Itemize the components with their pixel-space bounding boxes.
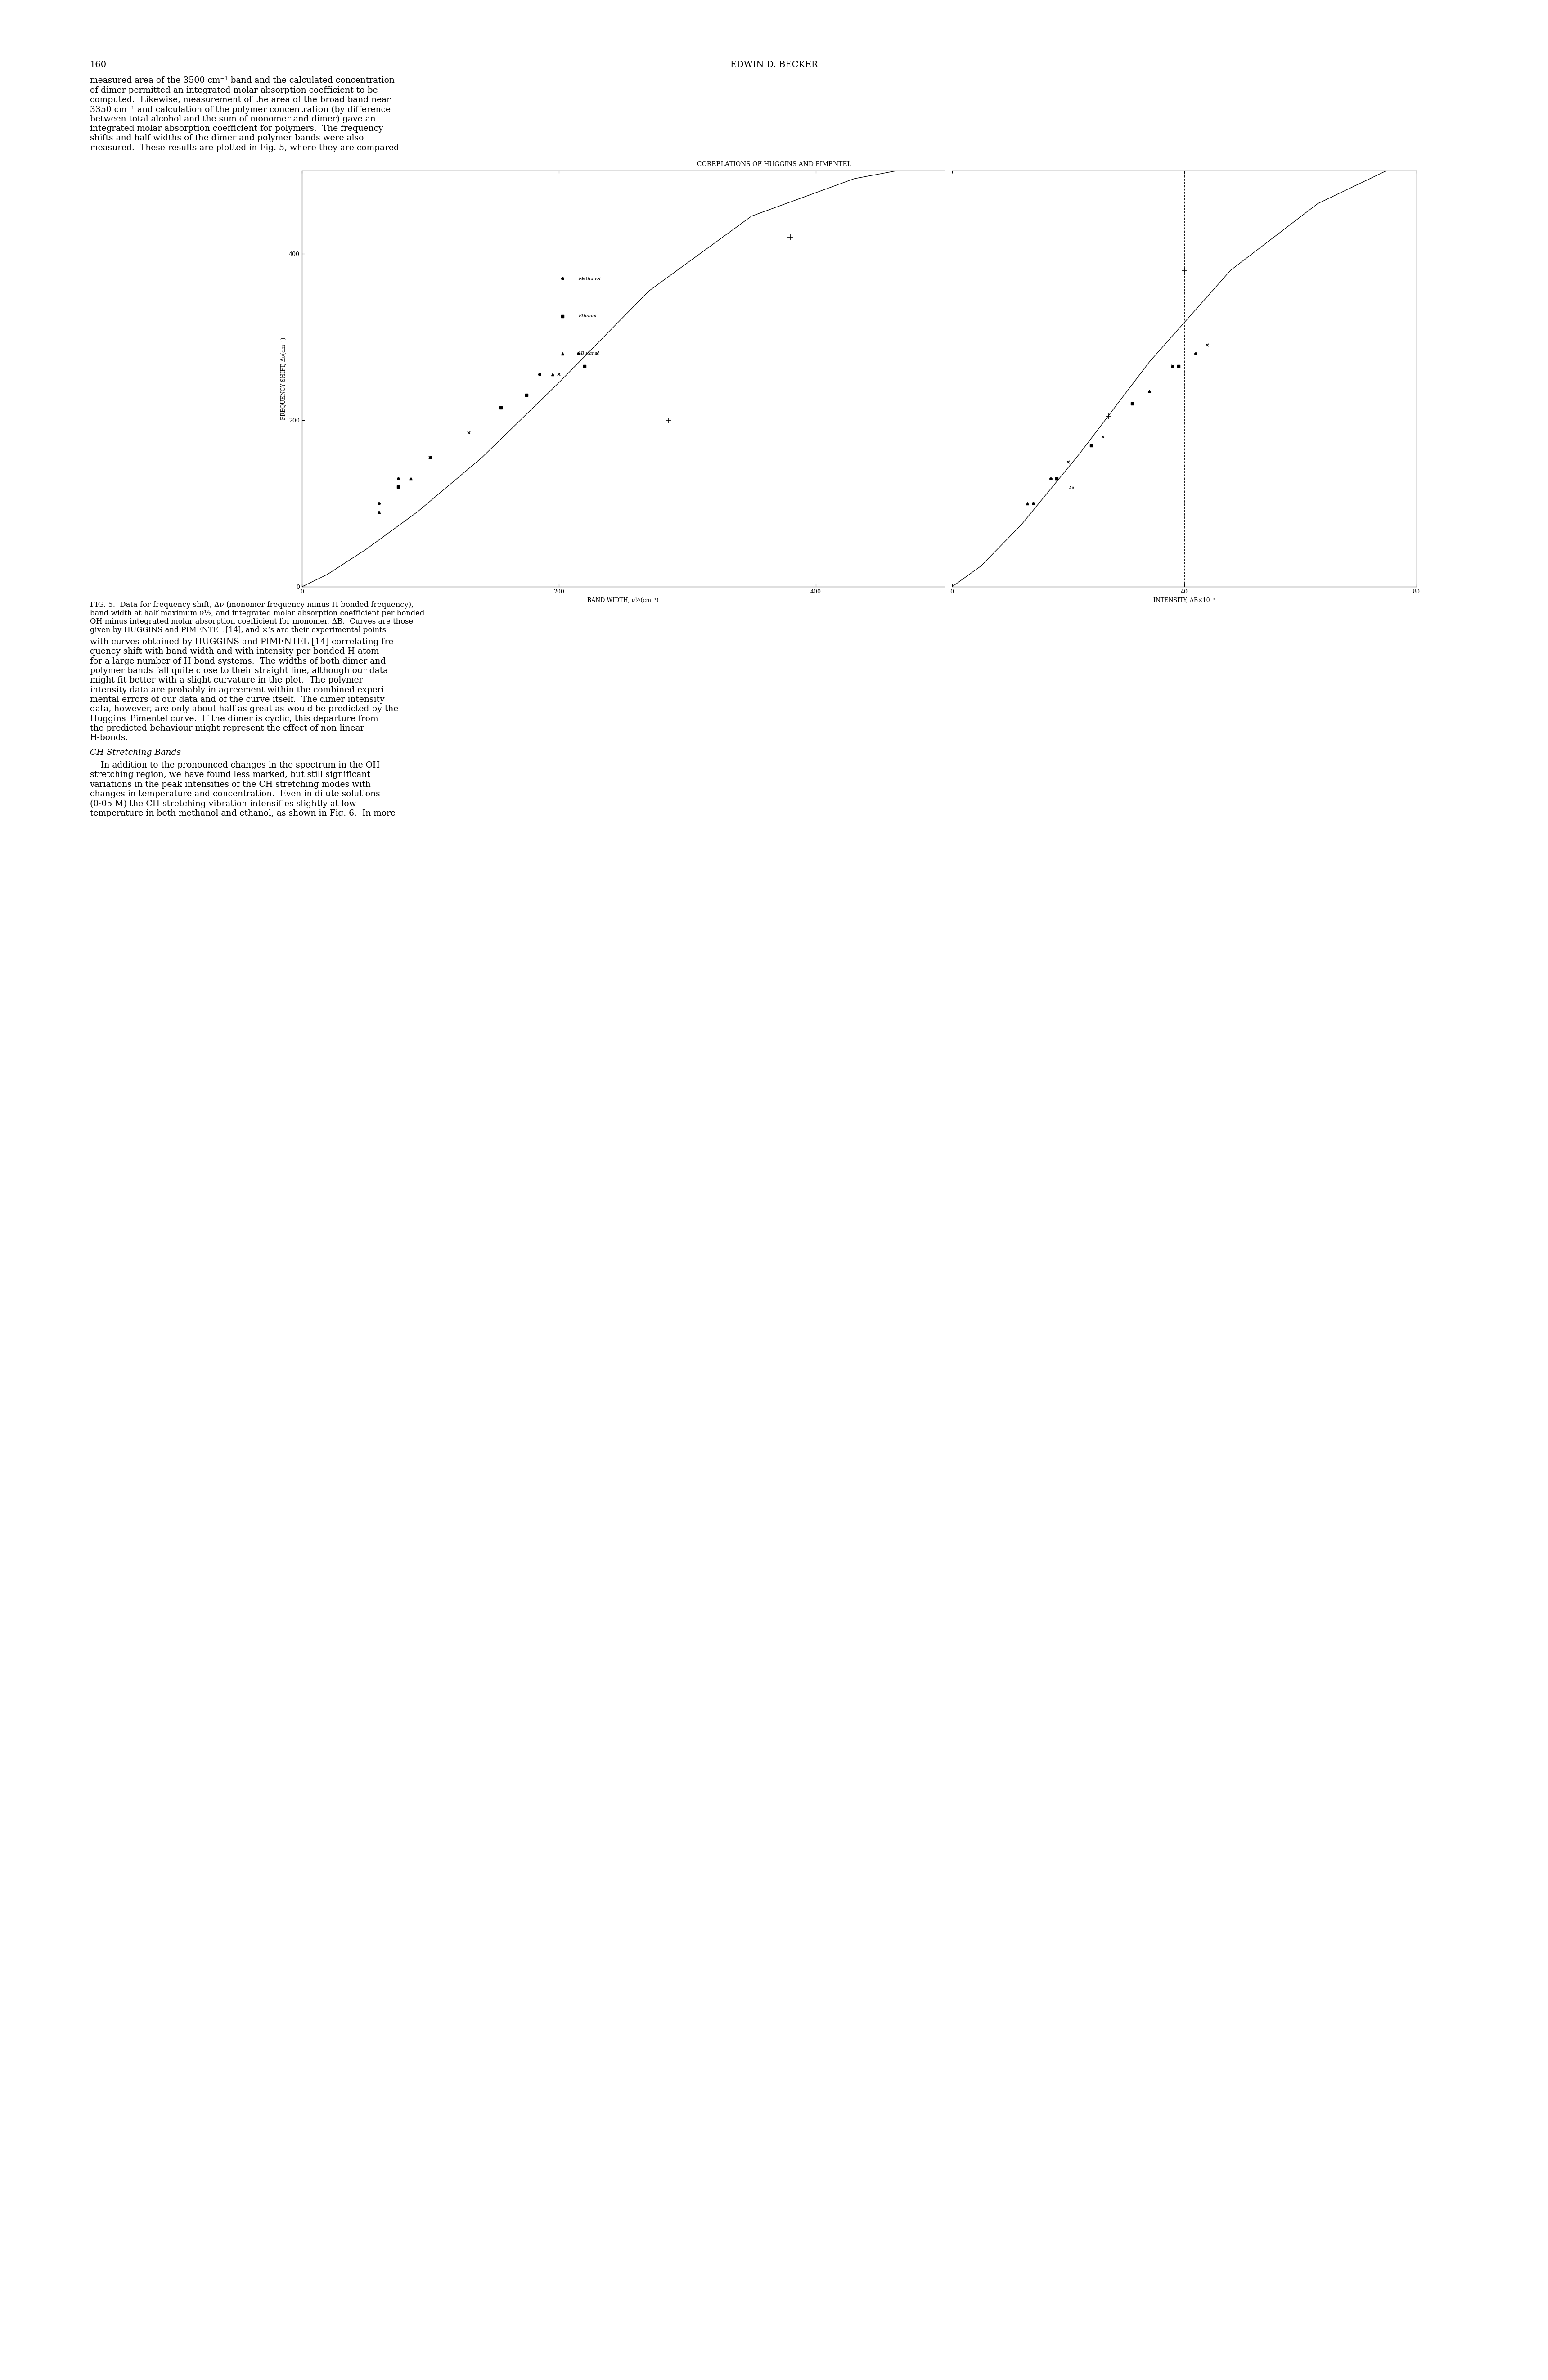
Text: 160: 160 bbox=[90, 60, 107, 69]
Text: Methanol: Methanol bbox=[577, 276, 601, 281]
Text: for a large number of H-bond systems.  The widths of both dimer and: for a large number of H-bond systems. Th… bbox=[90, 657, 385, 666]
Text: changes in temperature and concentration.  Even in dilute solutions: changes in temperature and concentration… bbox=[90, 790, 379, 797]
Text: 3350 cm⁻¹ and calculation of the polymer concentration (by difference: 3350 cm⁻¹ and calculation of the polymer… bbox=[90, 105, 390, 114]
Text: computed.  Likewise, measurement of the area of the broad band near: computed. Likewise, measurement of the a… bbox=[90, 95, 390, 105]
Text: Huggins–Pimentel curve.  If the dimer is cyclic, this departure from: Huggins–Pimentel curve. If the dimer is … bbox=[90, 714, 378, 724]
Text: polymer bands fall quite close to their straight line, although our data: polymer bands fall quite close to their … bbox=[90, 666, 389, 676]
Text: measured.  These results are plotted in Fig. 5, where they are compared: measured. These results are plotted in F… bbox=[90, 143, 399, 152]
X-axis label: INTENSITY, ΔB×10⁻³: INTENSITY, ΔB×10⁻³ bbox=[1153, 597, 1215, 602]
Text: band width at half maximum ν½, and integrated molar absorption coefficient per b: band width at half maximum ν½, and integ… bbox=[90, 609, 424, 616]
Text: In addition to the pronounced changes in the spectrum in the OH: In addition to the pronounced changes in… bbox=[90, 762, 379, 769]
Text: OH minus integrated molar absorption coefficient for monomer, ΔB.  Curves are th: OH minus integrated molar absorption coe… bbox=[90, 619, 413, 626]
Text: measured area of the 3500 cm⁻¹ band and the calculated concentration: measured area of the 3500 cm⁻¹ band and … bbox=[90, 76, 395, 86]
Text: might fit better with a slight curvature in the plot.  The polymer: might fit better with a slight curvature… bbox=[90, 676, 362, 685]
Text: the predicted behaviour might represent the effect of non-linear: the predicted behaviour might represent … bbox=[90, 724, 364, 733]
Text: CORRELATIONS OF HUGGINS AND PIMENTEL: CORRELATIONS OF HUGGINS AND PIMENTEL bbox=[697, 162, 851, 167]
Text: temperature in both methanol and ethanol, as shown in Fig. 6.  In more: temperature in both methanol and ethanol… bbox=[90, 809, 395, 816]
Text: data, however, are only about half as great as would be predicted by the: data, however, are only about half as gr… bbox=[90, 704, 398, 714]
Text: with curves obtained by HUGGINS and PIMENTEL [14] correlating fre-: with curves obtained by HUGGINS and PIME… bbox=[90, 638, 396, 645]
Text: integrated molar absorption coefficient for polymers.  The frequency: integrated molar absorption coefficient … bbox=[90, 124, 382, 133]
Text: EDWIN D. BECKER: EDWIN D. BECKER bbox=[731, 60, 817, 69]
Text: of dimer permitted an integrated molar absorption coefficient to be: of dimer permitted an integrated molar a… bbox=[90, 86, 378, 95]
Text: stretching region, we have found less marked, but still significant: stretching region, we have found less ma… bbox=[90, 771, 370, 778]
Text: CH Stretching Bands: CH Stretching Bands bbox=[90, 750, 181, 757]
Text: intensity data are probably in agreement within the combined experi-: intensity data are probably in agreement… bbox=[90, 685, 387, 695]
Text: given by HUGGINS and PIMENTEL [14], and ×’s are their experimental points: given by HUGGINS and PIMENTEL [14], and … bbox=[90, 626, 385, 633]
Text: H-bonds.: H-bonds. bbox=[90, 733, 128, 743]
Text: between total alcohol and the sum of monomer and dimer) gave an: between total alcohol and the sum of mon… bbox=[90, 114, 376, 124]
Text: FIG. 5.  Data for frequency shift, Δν (monomer frequency minus H-bonded frequenc: FIG. 5. Data for frequency shift, Δν (mo… bbox=[90, 602, 413, 609]
Text: shifts and half-widths of the dimer and polymer bands were also: shifts and half-widths of the dimer and … bbox=[90, 133, 364, 143]
Text: AA: AA bbox=[1068, 486, 1074, 490]
Text: quency shift with band width and with intensity per bonded H-atom: quency shift with band width and with in… bbox=[90, 647, 379, 655]
X-axis label: BAND WIDTH, ν½(cm⁻¹): BAND WIDTH, ν½(cm⁻¹) bbox=[587, 597, 659, 602]
Text: Ethanol: Ethanol bbox=[577, 314, 596, 319]
Text: ’-Butanol: ’-Butanol bbox=[577, 352, 599, 355]
Text: (0·05 M) the CH stretching vibration intensifies slightly at low: (0·05 M) the CH stretching vibration int… bbox=[90, 800, 356, 807]
Y-axis label: FREQUENCY SHIFT, Δν(cm⁻¹): FREQUENCY SHIFT, Δν(cm⁻¹) bbox=[280, 338, 286, 419]
Text: mental errors of our data and of the curve itself.  The dimer intensity: mental errors of our data and of the cur… bbox=[90, 695, 384, 704]
Text: variations in the peak intensities of the CH stretching modes with: variations in the peak intensities of th… bbox=[90, 781, 372, 788]
